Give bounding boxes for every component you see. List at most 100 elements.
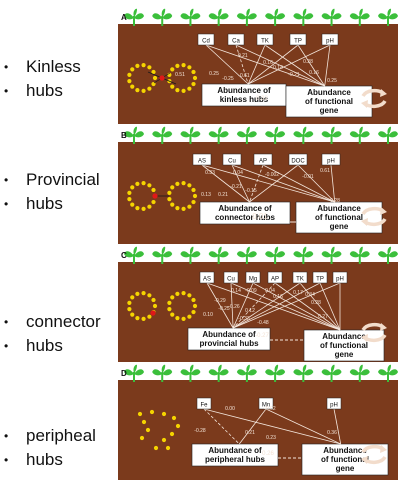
plant-leaf-left (349, 131, 360, 138)
module-node (187, 293, 192, 298)
path-coefficient: 0.14 (273, 65, 283, 71)
plant-stem (217, 16, 220, 26)
module-node (171, 415, 177, 421)
plant-leaf-left (349, 369, 360, 376)
plant-bud (302, 364, 307, 373)
variable-frame (199, 271, 215, 284)
path-coefficient: 0.16 (263, 60, 273, 66)
cycle-arrowhead (361, 218, 368, 226)
path-coefficient: -0.61 (238, 73, 250, 79)
variable-box: pH (321, 153, 341, 166)
plant-bud (161, 8, 166, 17)
plant-leaf-left (321, 13, 332, 20)
plant-stem (302, 134, 305, 144)
plant-stem (217, 134, 220, 144)
module-node (161, 411, 167, 417)
plant-stem (274, 372, 277, 382)
plant-stem (330, 134, 333, 144)
path-arrow (232, 282, 276, 329)
variable-frame (312, 271, 328, 284)
box-label: Abundance of (208, 446, 262, 455)
plant-bud (133, 126, 137, 135)
plant-leaf-left (293, 251, 304, 258)
plant-stem (302, 254, 305, 264)
variable-label: TP (316, 276, 324, 282)
plant-leaf-left (124, 13, 134, 20)
path-coefficient: -0.48 (257, 320, 269, 326)
feedback-cycle-icon (361, 88, 387, 109)
plant-stem (245, 134, 248, 144)
variable-label: AP (259, 158, 267, 164)
panel-a: A Abundance of kinless hubs Abundance of fun… (118, 8, 398, 124)
plant-sprout-icon (349, 246, 370, 264)
bullet-text: peripheal (26, 426, 96, 445)
module-node (175, 88, 180, 93)
plant-sprout-icon (152, 364, 173, 382)
cycle-arrowhead (380, 323, 387, 331)
variable-label: Fe (200, 402, 208, 408)
variable-box: pH (332, 271, 348, 284)
cycle-arrowhead (361, 100, 368, 108)
plant-leaf-right (275, 13, 286, 20)
plant-sprout-icon (236, 246, 257, 264)
path-arrow (235, 44, 249, 85)
variable-frame (227, 33, 245, 46)
path-arrows (201, 164, 336, 203)
plant-sprout-icon (265, 364, 286, 382)
plant-sprout-icon (124, 364, 144, 382)
variable-frame (245, 271, 261, 284)
path-coefficient: 0.04 (265, 288, 275, 294)
plant-leaf-right (190, 131, 201, 138)
plant-sprout-icon (293, 364, 314, 382)
plant-leaf-right (331, 131, 342, 138)
plant-leaf-right (218, 131, 229, 138)
plant-bud (359, 126, 363, 135)
plant-leaf-right (359, 369, 370, 376)
plant-leaf-left (349, 251, 360, 258)
plant-bud (302, 246, 307, 255)
plant-leaf-right (303, 251, 314, 258)
cycle-arrowhead (361, 334, 368, 342)
plant-sprout-icon (208, 246, 229, 264)
plant-bud (302, 126, 307, 135)
module-node (135, 206, 140, 211)
path-arrow (231, 164, 335, 203)
path-arrow (330, 164, 336, 203)
cycle-arrowhead (380, 445, 387, 453)
module-node (181, 316, 186, 322)
plant-sprout-icon (152, 126, 173, 144)
plant-bud (189, 246, 194, 255)
plant-sprout-icon (265, 126, 286, 144)
plant-leaf-left (321, 131, 332, 138)
box-frame (285, 85, 373, 118)
path-coefficient: 0.28 (330, 198, 340, 204)
plant-bud (331, 246, 335, 255)
module-node (151, 187, 156, 193)
plant-stem (133, 134, 135, 144)
bullet-dot: • (4, 197, 9, 211)
module-node (141, 62, 146, 68)
box-frame (187, 327, 271, 351)
variable-frame (288, 153, 308, 166)
plant-sprout-icon (208, 364, 229, 382)
module-node (141, 316, 146, 322)
module-node (170, 295, 175, 300)
cycle-arrowhead (361, 456, 368, 464)
plant-sprout-icon (208, 8, 229, 26)
path-coefficient: -0.25 (218, 306, 230, 312)
plant-stem (217, 372, 220, 382)
variable-label: TP (294, 38, 302, 44)
plant-stem (274, 16, 277, 26)
path-coefficient: 0.13 (201, 192, 211, 198)
path-arrow (232, 282, 301, 329)
plant-leaf-left (265, 13, 276, 20)
box-label: provincial hubs (199, 339, 259, 348)
plant-stem (358, 134, 361, 144)
box-label: of functional (321, 455, 369, 464)
plant-leaf-right (275, 251, 286, 258)
path-arrow (235, 44, 325, 87)
plant-leaf-left (236, 13, 247, 20)
